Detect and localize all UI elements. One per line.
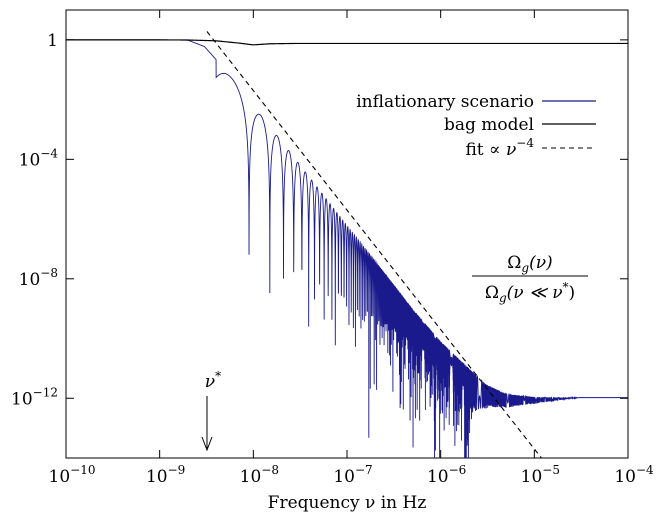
x-tick-label: 10−5 (521, 463, 560, 487)
y-tick-label: 1 (47, 31, 58, 51)
legend-label-fit: fit ∝ ν−4 (465, 136, 534, 160)
ratio-denominator: Ωg(ν ≪ ν*) (485, 280, 575, 305)
nu-star-arrowhead (201, 436, 213, 452)
x-tick-label: 10−6 (427, 463, 466, 487)
x-tick-label: 10−7 (333, 463, 372, 487)
y-tick-label: 10−12 (11, 385, 58, 409)
series-bag-model (66, 39, 628, 46)
legend-label-inflationary: inflationary scenario (356, 92, 534, 112)
x-axis-title: Frequency ν in Hz (268, 493, 427, 513)
legend-label-bag-model: bag model (444, 115, 534, 135)
series-inflationary-scenario (66, 39, 628, 458)
ratio-numerator: Ωg(ν) (507, 253, 552, 275)
x-tick-label: 10−10 (49, 463, 96, 487)
y-tick-label: 10−4 (19, 146, 59, 170)
x-tick-label: 10−9 (146, 463, 185, 487)
x-tick-label: 10−4 (614, 463, 654, 487)
nu-star-label: ν* (205, 369, 221, 392)
y-axis: 1 10−4 10−8 10−12 (11, 31, 628, 409)
nu-star-annotation: ν* (201, 369, 221, 452)
x-axis: 10−10 10−9 10−8 10−7 10−6 10−5 10−4 (49, 10, 654, 487)
series-fit-line (206, 31, 543, 458)
plot-area (66, 31, 628, 458)
legend: inflationary scenario bag model fit ∝ ν−… (356, 92, 596, 160)
ratio-annotation: Ωg(ν) Ωg(ν ≪ ν*) (472, 253, 588, 305)
y-tick-label: 10−8 (19, 266, 58, 290)
x-tick-label: 10−8 (240, 463, 279, 487)
